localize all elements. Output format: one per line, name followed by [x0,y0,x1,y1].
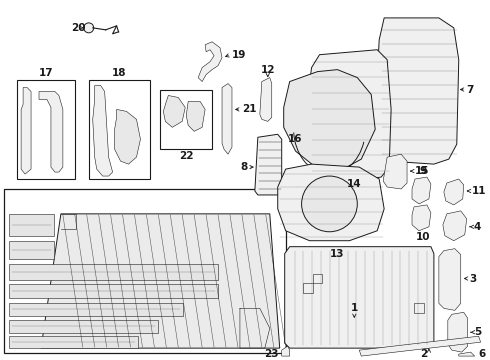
Polygon shape [444,179,464,205]
Bar [17,80,75,179]
Text: 15: 15 [415,166,430,176]
Text: 22: 22 [179,151,194,161]
Bar [9,264,218,279]
Polygon shape [278,164,384,241]
Text: 4: 4 [474,222,481,232]
Polygon shape [39,91,63,172]
Bar [414,303,424,313]
Text: 11: 11 [472,186,486,196]
Text: 13: 13 [330,249,344,258]
Bar [4,189,286,353]
Polygon shape [284,69,375,171]
Circle shape [84,23,94,33]
Text: 14: 14 [347,179,362,189]
Bar [9,336,139,348]
Circle shape [302,176,357,232]
Text: 16: 16 [288,134,302,144]
Polygon shape [285,247,434,348]
Polygon shape [383,154,407,189]
Polygon shape [439,249,461,310]
Bar [89,80,150,179]
Bar [9,303,183,316]
Text: 1: 1 [351,303,358,313]
Polygon shape [459,352,475,356]
Text: 18: 18 [111,68,126,78]
Polygon shape [186,102,205,131]
Text: 9: 9 [419,166,426,176]
Text: 3: 3 [470,274,477,284]
Polygon shape [222,84,232,154]
Polygon shape [377,18,459,164]
Polygon shape [412,177,431,204]
Polygon shape [448,312,468,352]
Polygon shape [115,109,141,164]
Polygon shape [443,211,466,241]
Bar [9,320,158,333]
Bar [313,274,322,283]
Polygon shape [359,336,481,356]
Polygon shape [21,87,31,174]
Polygon shape [412,205,431,231]
Text: 10: 10 [416,232,430,242]
Bar [9,241,54,258]
Bar [9,284,218,298]
Text: 20: 20 [72,23,86,33]
Polygon shape [198,42,222,82]
Bar [160,90,212,149]
Text: 2: 2 [420,349,428,359]
Text: 12: 12 [261,65,275,75]
Polygon shape [260,78,272,121]
Polygon shape [41,214,280,348]
Polygon shape [308,50,391,181]
Polygon shape [93,86,113,176]
Polygon shape [282,346,290,356]
Text: 7: 7 [466,85,474,95]
Text: 21: 21 [242,104,256,114]
Text: 17: 17 [39,68,53,78]
Text: 6: 6 [479,349,486,359]
Text: 5: 5 [475,327,482,337]
Bar [9,214,54,236]
Polygon shape [255,134,282,195]
Bar [303,283,313,293]
Polygon shape [163,95,185,127]
Text: 23: 23 [265,349,279,359]
Text: 19: 19 [232,50,246,60]
Text: 8: 8 [240,162,247,172]
